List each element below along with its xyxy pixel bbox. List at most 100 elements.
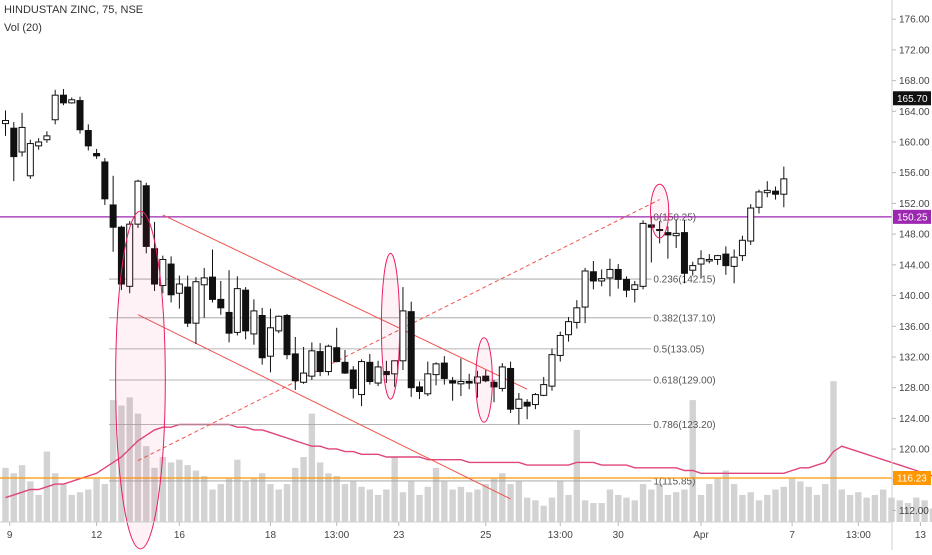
candle-body: [334, 348, 340, 362]
volume-bar: [242, 481, 248, 522]
volume-bar: [35, 495, 41, 522]
candle-body: [185, 287, 191, 323]
candle-body: [723, 254, 729, 266]
volume-bar: [168, 462, 174, 522]
candle-body: [234, 289, 240, 333]
volume-bar: [483, 484, 489, 522]
fib-level-label: 0.786(123.20): [653, 420, 715, 431]
candle-body: [342, 362, 348, 373]
candle-body: [102, 162, 108, 199]
time-tick-label: 18: [265, 530, 277, 541]
candle-body: [85, 131, 91, 146]
volume-bar: [706, 484, 712, 522]
candle-body: [458, 382, 464, 384]
time-tick-label: 7: [789, 530, 795, 541]
volume-bar: [342, 484, 348, 522]
candle-body: [541, 385, 547, 396]
price-tick-label: 120.00: [899, 445, 930, 456]
fib-level-label: 0.5(133.05): [653, 344, 704, 355]
volume-bar: [102, 484, 108, 522]
volume-bar: [888, 498, 894, 522]
candle-body: [243, 290, 249, 331]
volume-bar: [367, 490, 373, 523]
candle-body: [781, 179, 787, 194]
ellipse-low: [116, 211, 166, 549]
candle-body: [681, 233, 687, 274]
volume-bar: [309, 414, 315, 522]
volume-bar: [474, 490, 480, 523]
volume-bar: [466, 492, 472, 522]
candle-body: [450, 381, 456, 383]
volume-bar: [623, 498, 629, 522]
candle-body: [400, 311, 406, 361]
volume-bar: [27, 481, 33, 522]
candle-body: [44, 136, 50, 140]
volume-bar: [756, 500, 762, 522]
price-tick-label: 160.00: [899, 138, 930, 149]
price-tick-label: 152.00: [899, 199, 930, 210]
time-tick-label: 13:00: [548, 530, 573, 541]
candle-body: [284, 316, 290, 355]
candle-body: [259, 316, 265, 358]
time-tick-label: 16: [174, 530, 186, 541]
candle-body: [350, 370, 356, 388]
support-line-badge-label: 116.23: [897, 474, 927, 485]
candle-body: [60, 95, 66, 103]
volume-bar: [317, 462, 323, 522]
volume-bar: [598, 503, 604, 522]
candle-body: [301, 373, 307, 382]
volume-bar: [797, 481, 803, 522]
price-tick-label: 144.00: [899, 260, 930, 271]
candle-body: [292, 354, 298, 381]
volume-bar: [814, 495, 820, 522]
candle-body: [36, 142, 42, 146]
volume-bar: [582, 500, 588, 522]
price-tick-label: 172.00: [899, 45, 930, 56]
candle-body: [574, 308, 580, 323]
volume-bar: [234, 460, 240, 522]
volume-bar: [839, 490, 845, 523]
volume-bar: [449, 490, 455, 523]
volume-bar: [648, 490, 654, 523]
candle-body: [110, 205, 116, 227]
price-tick-label: 164.00: [899, 107, 930, 118]
price-tick-label: 128.00: [899, 383, 930, 394]
volume-bar: [739, 495, 745, 522]
time-tick-label: 13:00: [324, 530, 349, 541]
candle-body: [408, 312, 414, 388]
volume-bar: [69, 495, 75, 522]
time-tick-label: 12: [91, 530, 103, 541]
candle-body: [715, 256, 721, 260]
volume-bar: [383, 490, 389, 523]
volume-bar: [425, 487, 431, 522]
price-tick-label: 176.00: [899, 15, 930, 26]
candle-body: [582, 271, 588, 307]
ellipse-breakout: [651, 184, 669, 238]
volume-bar: [714, 479, 720, 522]
candle-body: [764, 190, 770, 192]
volume-bar: [681, 490, 687, 523]
volume-bar: [400, 492, 406, 522]
candle-body: [665, 233, 671, 235]
candle-body: [773, 191, 779, 194]
volume-bar: [85, 490, 91, 523]
time-tick-label: 9: [7, 530, 13, 541]
price-tick-label: 132.00: [899, 352, 930, 363]
volume-bar: [60, 484, 66, 522]
candle-body: [566, 322, 572, 335]
volume-bar: [350, 481, 356, 522]
volume-bar: [764, 495, 770, 522]
candle-body: [251, 311, 257, 334]
candle-body: [607, 269, 613, 277]
volume-bar: [218, 484, 224, 522]
candle-body: [557, 335, 563, 355]
volume-bar: [2, 468, 8, 522]
volume-bar: [880, 490, 886, 523]
candle-body: [615, 269, 621, 279]
volume-bar: [640, 484, 646, 522]
volume-bar: [847, 495, 853, 522]
volume-bar: [615, 495, 621, 522]
volume-bar: [184, 465, 190, 522]
